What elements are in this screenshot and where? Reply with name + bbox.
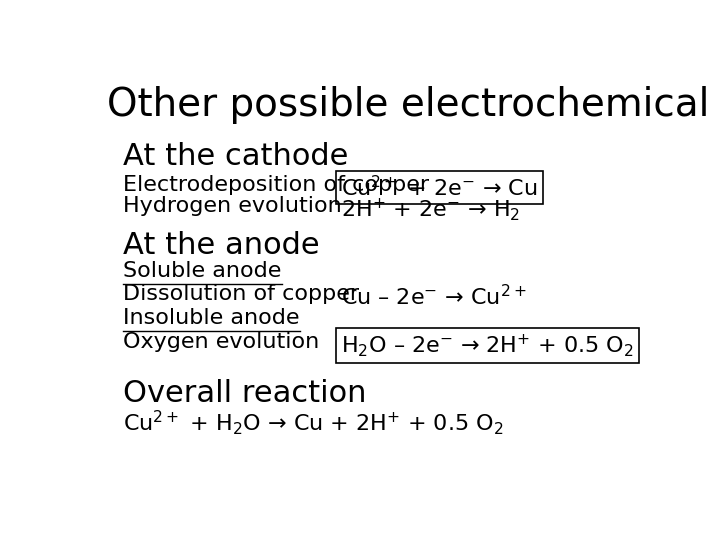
Text: Cu$^{2+}$ + H$_{2}$O → Cu + 2H$^{+}$ + 0.5 O$_{2}$: Cu$^{2+}$ + H$_{2}$O → Cu + 2H$^{+}$ + 0…	[124, 408, 504, 437]
Text: 2H$^{+}$ + 2e$^{-}$ → H$_{2}$: 2H$^{+}$ + 2e$^{-}$ → H$_{2}$	[341, 196, 521, 222]
Text: Electrodeposition of copper: Electrodeposition of copper	[124, 175, 430, 195]
Text: Cu$^{2+}$ + 2e$^{-}$ → Cu: Cu$^{2+}$ + 2e$^{-}$ → Cu	[341, 175, 538, 200]
Text: Soluble anode: Soluble anode	[124, 261, 282, 281]
Text: Hydrogen evolution: Hydrogen evolution	[124, 196, 342, 216]
Text: Dissolution of copper: Dissolution of copper	[124, 284, 359, 304]
Text: Cu – 2e$^{-}$ → Cu$^{2+}$: Cu – 2e$^{-}$ → Cu$^{2+}$	[341, 284, 526, 309]
Text: Overall reaction: Overall reaction	[124, 379, 367, 408]
Text: H$_{2}$O – 2e$^{-}$ → 2H$^{+}$ + 0.5 O$_{2}$: H$_{2}$O – 2e$^{-}$ → 2H$^{+}$ + 0.5 O$_…	[341, 332, 634, 359]
Text: At the anode: At the anode	[124, 231, 320, 260]
Text: Other possible electrochemical reactions: Other possible electrochemical reactions	[107, 85, 720, 124]
Text: At the cathode: At the cathode	[124, 141, 349, 171]
Text: Insoluble anode: Insoluble anode	[124, 308, 300, 328]
Text: Oxygen evolution: Oxygen evolution	[124, 332, 320, 352]
